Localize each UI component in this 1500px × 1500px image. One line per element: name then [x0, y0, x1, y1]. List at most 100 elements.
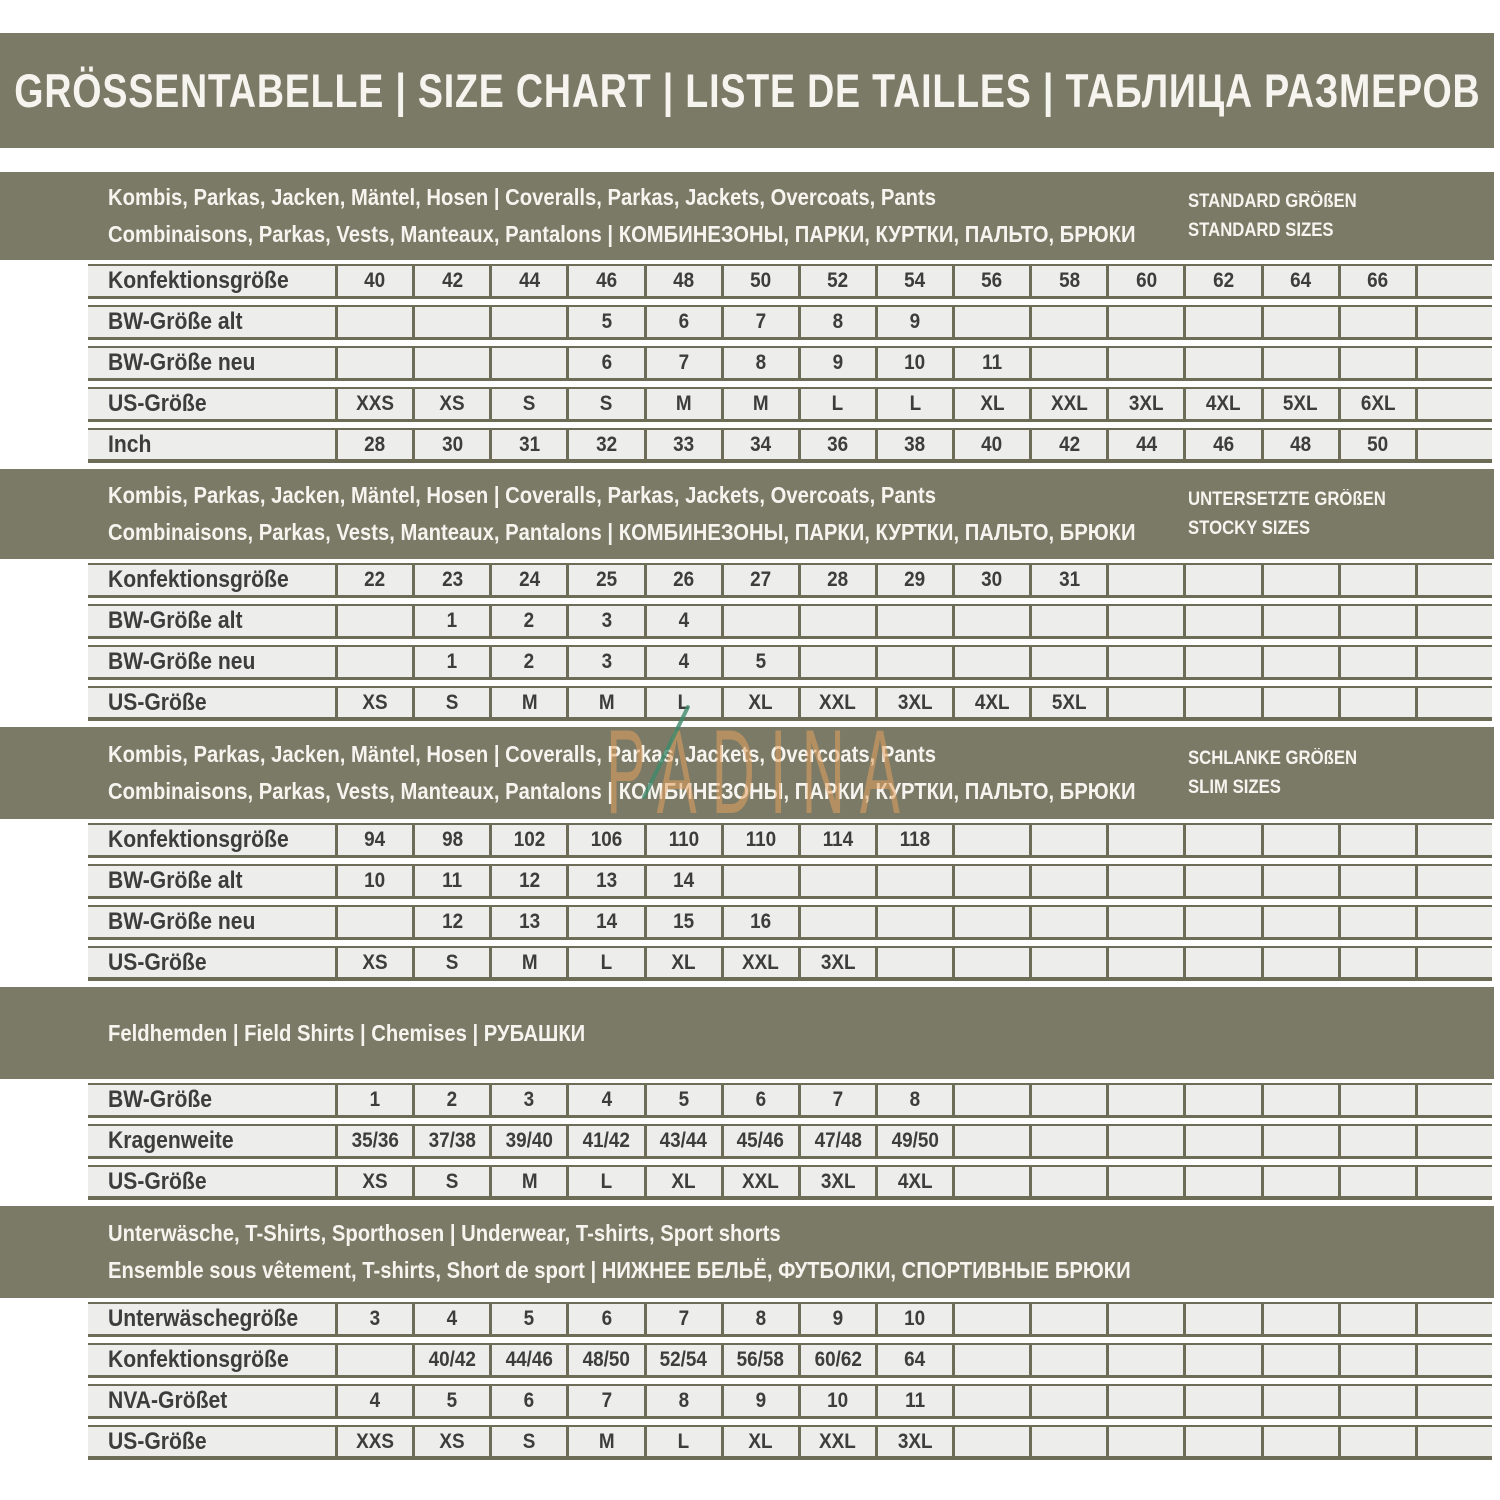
cell	[1260, 565, 1338, 595]
row-label-text: BW-Größe neu	[108, 908, 256, 935]
cell	[1106, 907, 1183, 937]
cell: 5	[566, 307, 643, 337]
cell-value: 3	[601, 650, 612, 673]
cell-value: 30	[981, 568, 1003, 591]
cell: XXL	[797, 688, 875, 717]
cell: 66	[1337, 266, 1415, 296]
cell-value: 5XL	[1283, 392, 1318, 415]
row-label: Kragenweite	[88, 1126, 335, 1156]
cell-value: 3	[524, 1088, 535, 1111]
cell	[1414, 565, 1492, 595]
cell	[1183, 1427, 1260, 1456]
section-title-line: Unterwäsche, T-Shirts, Sporthosen | Unde…	[108, 1220, 781, 1246]
cell	[1029, 825, 1106, 855]
cell	[335, 907, 412, 937]
row-label: Konfektionsgröße	[88, 266, 335, 296]
cell-value: 58	[1058, 269, 1080, 292]
cell	[1183, 1167, 1260, 1196]
cell	[1183, 647, 1260, 677]
section-header-stocky-sizes: Kombis, Parkas, Jacken, Mäntel, Hosen | …	[0, 469, 1494, 559]
cell: 7	[643, 348, 721, 378]
cell-value: 38	[904, 432, 926, 456]
table-row: US-Größe XS S M M L XL XXL 3XL 4XL 5XL	[88, 686, 1492, 721]
title-band: GRÖSSENTABELLE | SIZE CHART | LISTE DE T…	[0, 33, 1494, 148]
cell-value: 7	[832, 1088, 844, 1111]
cell: 1	[412, 647, 489, 677]
cell-value: 5XL	[1051, 690, 1087, 714]
cell	[952, 1126, 1029, 1156]
cell-value: 11	[442, 869, 463, 892]
table-row: BW-Größe alt 10 11 12 13 14	[88, 864, 1492, 899]
cell	[1414, 825, 1492, 855]
cell-value: 3XL	[1129, 392, 1164, 415]
cell: 1	[335, 1085, 412, 1115]
cell-value: 118	[899, 828, 931, 851]
row-label: US-Größe	[88, 948, 335, 977]
cell: 2	[412, 1085, 489, 1115]
cell	[1260, 307, 1338, 337]
cell-value: 26	[673, 568, 695, 591]
cell	[797, 866, 875, 896]
cell-value: 8	[678, 1389, 689, 1412]
cell-value: 11	[905, 1389, 925, 1412]
cell: 5XL	[1260, 389, 1338, 419]
cell	[1260, 348, 1338, 378]
cell: 42	[412, 266, 489, 296]
cell: 2	[489, 606, 566, 636]
cell: 40/42	[412, 1345, 489, 1375]
cell: 22	[335, 565, 412, 595]
size-type-label: UNTERSETZTE GRÖßEN STOCKY SIZES	[1188, 485, 1413, 543]
cell-value: 5	[524, 1307, 535, 1330]
row-label-text: US-Größe	[108, 390, 207, 417]
cell: 26	[643, 565, 721, 595]
cell	[952, 948, 1029, 977]
cell	[1183, 866, 1260, 896]
row-label-text: BW-Größe neu	[108, 349, 256, 376]
cell: 4	[566, 1085, 643, 1115]
cell	[1260, 1126, 1338, 1156]
table-row: Kragenweite 35/36 37/38 39/40 41/42 43/44 45/4…	[88, 1124, 1492, 1159]
cell: 31	[1029, 565, 1106, 595]
cell: 50	[720, 266, 798, 296]
cell-value: 37/38	[428, 1129, 476, 1152]
cell: 46	[1183, 430, 1260, 459]
cell: M	[566, 1427, 643, 1456]
cell	[1106, 866, 1183, 896]
cell-value: XXL	[742, 950, 780, 974]
cell-value: 10	[904, 351, 926, 374]
cell	[1337, 1085, 1415, 1115]
cell: 32	[566, 430, 643, 459]
cell	[1183, 606, 1260, 636]
cell: 24	[489, 565, 566, 595]
cell-value: S	[600, 392, 613, 415]
cell	[1183, 907, 1260, 937]
cell: L	[566, 948, 643, 977]
section-title-line: Kombis, Parkas, Jacken, Mäntel, Hosen | …	[108, 741, 937, 767]
cell-value: 14	[673, 869, 695, 892]
cell: 10	[874, 348, 952, 378]
cell-value: 35/36	[351, 1129, 399, 1152]
section-title-line: Feldhemden | Field Shirts | Chemises | Р…	[108, 1019, 586, 1046]
cell: 44	[1106, 430, 1183, 459]
cell: 45/46	[720, 1126, 798, 1156]
cell-value: 3	[601, 609, 612, 632]
cell	[797, 907, 875, 937]
cell-value: 1	[446, 609, 458, 632]
cell-value: 10	[904, 1307, 926, 1330]
cell: XXS	[335, 389, 412, 419]
cell-value: XL	[748, 1429, 773, 1453]
cell-value: 52	[827, 269, 849, 292]
cell-value: M	[598, 690, 615, 714]
cell	[1337, 1427, 1415, 1456]
cell-value: 44	[518, 269, 540, 292]
cell: 3XL	[1106, 389, 1183, 419]
cell	[952, 1345, 1029, 1375]
cell-value: 4XL	[974, 690, 1010, 714]
section-title-line: Kombis, Parkas, Jacken, Mäntel, Hosen | …	[108, 184, 937, 210]
cell: L	[643, 688, 721, 717]
cell	[1337, 1126, 1415, 1156]
cell-value: 25	[595, 568, 617, 591]
cell: 5	[720, 647, 798, 677]
cell-value: 48	[1290, 432, 1312, 456]
cell: XS	[412, 389, 489, 419]
